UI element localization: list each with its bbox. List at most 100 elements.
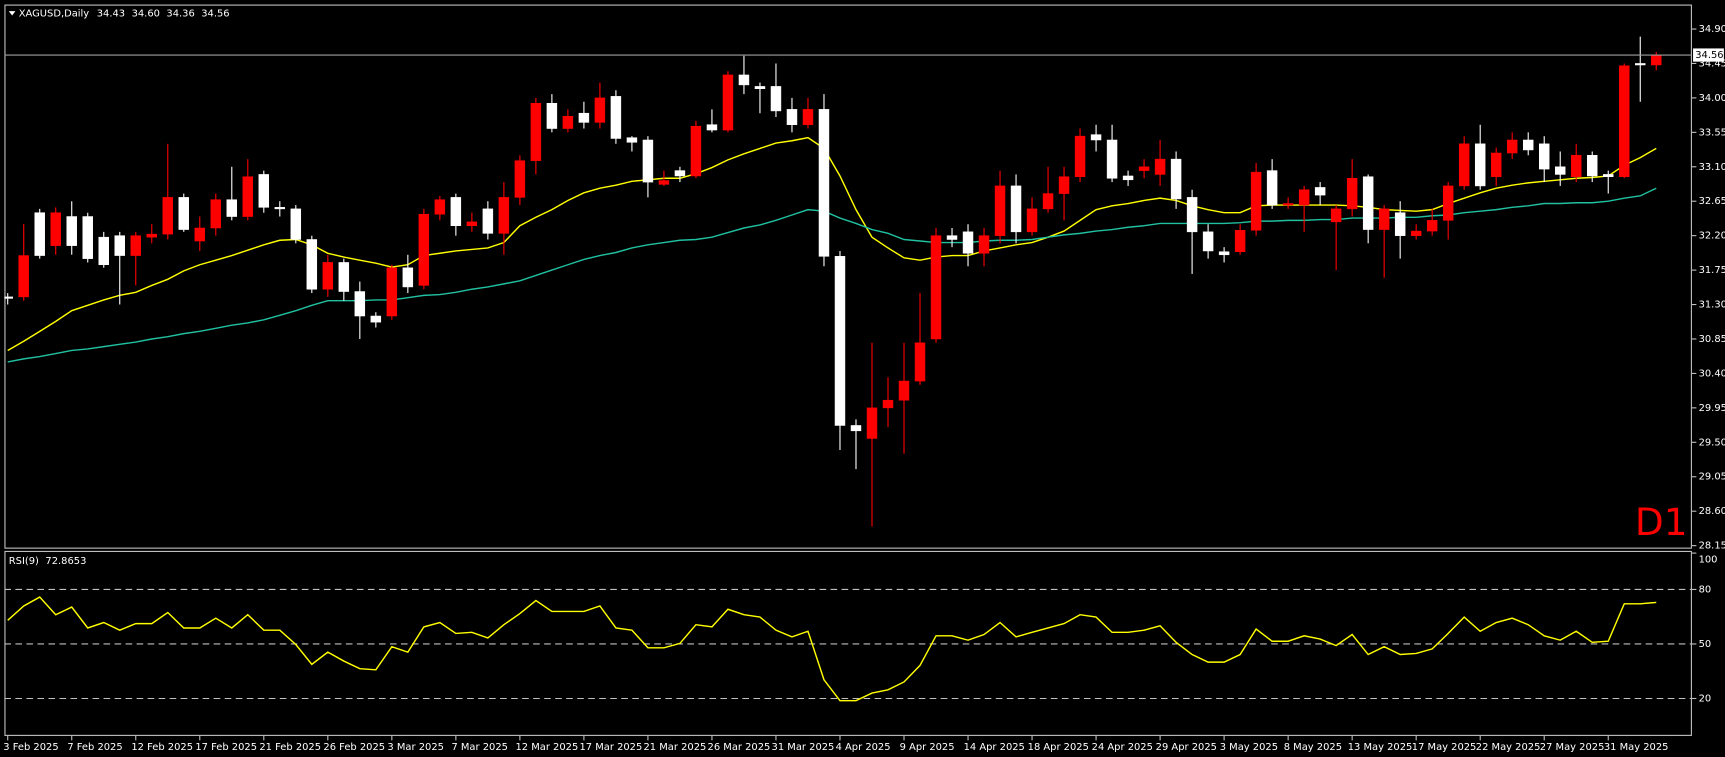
candle-body — [1378, 208, 1390, 230]
rsi-last: 72.8653 — [45, 556, 86, 567]
candle-body — [1058, 176, 1070, 194]
candle-body — [1042, 193, 1054, 210]
y-tick-label: 33.10 — [1699, 162, 1725, 173]
main-header: XAGUSD,Daily 34.43 34.60 34.36 34.56 — [19, 8, 230, 19]
candle-body — [1554, 166, 1566, 175]
candle-body — [354, 291, 366, 317]
x-tick-label: 12 Mar 2025 — [515, 742, 578, 753]
candle-body — [1619, 65, 1630, 178]
candle-body — [1426, 220, 1438, 232]
candle-body — [642, 139, 654, 183]
candle-body — [514, 160, 526, 198]
candle-body — [962, 231, 974, 254]
candle-body — [370, 315, 382, 323]
header-open: 34.43 — [97, 8, 125, 19]
candle-body — [34, 212, 45, 256]
y-tick-label: 32.20 — [1699, 231, 1725, 242]
candle-body — [898, 380, 910, 401]
candle-body — [402, 267, 414, 288]
y-tick-label: 29.95 — [1699, 403, 1725, 414]
candle-body — [1074, 135, 1086, 178]
candle-body — [498, 197, 510, 234]
candle-body — [770, 86, 782, 112]
y-tick-label: 80 — [1699, 584, 1712, 595]
candle-body — [114, 235, 125, 256]
x-tick-label: 9 Apr 2025 — [900, 742, 955, 753]
candle-body — [882, 399, 894, 409]
candle-body — [210, 199, 222, 229]
candle-body — [594, 97, 606, 123]
x-tick-label: 8 May 2025 — [1284, 742, 1342, 753]
candle-body — [946, 235, 958, 240]
candle-body — [1170, 158, 1182, 200]
y-tick-label: 30.40 — [1699, 368, 1725, 379]
candle-body — [418, 213, 430, 286]
candle-body — [658, 180, 670, 185]
x-tick-label: 29 Apr 2025 — [1156, 742, 1217, 753]
candle-body — [834, 256, 846, 426]
x-tick-label: 21 Feb 2025 — [259, 742, 321, 753]
header-low: 34.36 — [166, 8, 194, 19]
candle-body — [578, 112, 590, 123]
x-tick-label: 26 Feb 2025 — [323, 742, 385, 753]
x-tick-label: 27 May 2025 — [1540, 742, 1605, 753]
candle-body — [1314, 187, 1326, 196]
y-tick-label: 34.00 — [1699, 93, 1725, 104]
candle-body — [738, 74, 750, 86]
candle-body — [1458, 143, 1470, 187]
candle-body — [274, 207, 286, 210]
candle-body — [434, 199, 446, 215]
candle-body — [866, 407, 878, 439]
candle-body — [1298, 189, 1310, 206]
candle-body — [994, 185, 1006, 236]
candle-body — [754, 86, 766, 89]
x-tick-label: 17 Mar 2025 — [579, 742, 642, 753]
candle-body — [482, 208, 494, 234]
candle-body — [722, 74, 734, 131]
candle-body — [178, 197, 190, 230]
candle-body — [626, 137, 638, 143]
candle-body — [466, 221, 478, 226]
candle-body — [4, 296, 13, 299]
x-tick-label: 4 Apr 2025 — [836, 742, 891, 753]
rsi-header: RSI(9) 72.8653 — [9, 556, 87, 567]
candle-body — [1474, 143, 1486, 187]
candle-body — [706, 124, 718, 131]
x-tick-label: 12 Feb 2025 — [131, 742, 193, 753]
candle-body — [50, 212, 61, 246]
candle-body — [322, 262, 334, 290]
y-tick-label: 20 — [1699, 693, 1712, 704]
candle-body — [1154, 158, 1166, 175]
candle-body — [306, 239, 318, 290]
candle-body — [338, 262, 350, 292]
y-tick-label: 31.30 — [1699, 300, 1725, 311]
candle-body — [386, 267, 398, 317]
candle-body — [674, 170, 686, 177]
collapse-arrow[interactable] — [8, 11, 16, 16]
candle-body — [1250, 171, 1262, 231]
rsi-plot — [4, 588, 1692, 702]
candle-body — [914, 342, 926, 382]
candle-body — [1603, 174, 1614, 178]
candle-body — [1570, 155, 1582, 178]
candle-body — [162, 197, 173, 235]
x-tick-label: 14 Apr 2025 — [964, 742, 1025, 753]
candle-body — [194, 227, 206, 242]
x-tick-label: 24 Apr 2025 — [1092, 742, 1153, 753]
y-tick-label: 34.90 — [1699, 24, 1725, 35]
candle-body — [1106, 139, 1118, 179]
candle-body — [562, 115, 574, 129]
candle-body — [1186, 197, 1198, 233]
candle-body — [546, 102, 558, 129]
candle-body — [242, 176, 254, 217]
main-plot — [4, 36, 1692, 527]
candle-body — [978, 235, 990, 254]
x-tick-label: 13 May 2025 — [1348, 742, 1413, 753]
candle-body — [290, 208, 302, 240]
axes: 34.90 34.45 34.00 33.55 33.10 32.65 32.20 31.75… — [3, 24, 1725, 753]
candle-body — [818, 109, 830, 257]
candle-body — [1218, 251, 1230, 256]
candle-body — [802, 109, 814, 125]
candle-body — [1442, 185, 1454, 221]
